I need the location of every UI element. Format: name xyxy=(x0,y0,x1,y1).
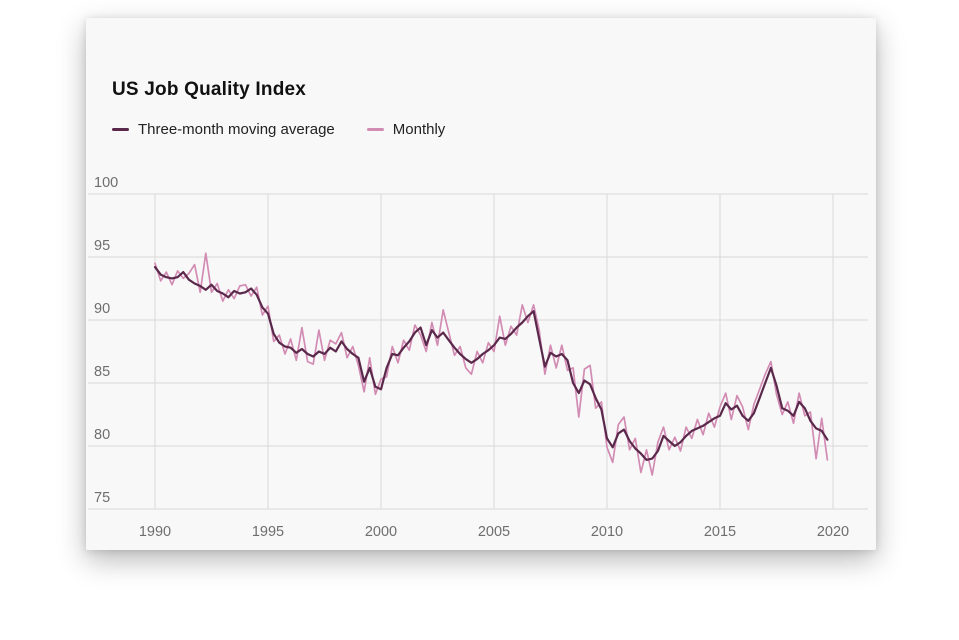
x-tick-label: 2000 xyxy=(365,524,397,540)
y-tick-label: 95 xyxy=(94,238,110,254)
legend-item-monthly: Monthly xyxy=(366,121,446,138)
x-tick-label: 2010 xyxy=(591,524,623,540)
x-tick-label: 2020 xyxy=(817,524,849,540)
y-tick-label: 80 xyxy=(94,427,110,443)
y-tick-label: 90 xyxy=(94,301,110,317)
moving-average-line-swatch-icon xyxy=(112,128,129,131)
job-quality-index-chart-svg: 100 95 90 85 80 75 1990 1995 2000 2005 2010 2015 202… xyxy=(88,175,868,540)
x-tick-label: 2015 xyxy=(704,524,736,540)
y-tick-label: 100 xyxy=(94,175,118,191)
page-title: US Job Quality Index xyxy=(112,79,307,100)
legend-label-monthly: Monthly xyxy=(392,121,446,138)
y-tick-label: 85 xyxy=(94,364,110,380)
x-tick-label: 1990 xyxy=(139,524,171,540)
monthly-line-swatch-icon xyxy=(366,128,384,131)
x-tick-label: 1995 xyxy=(252,524,284,540)
legend-label-moving-average: Three-month moving average xyxy=(138,121,335,138)
series-line-monthly xyxy=(154,252,829,476)
series-line-three-month-moving-average xyxy=(153,265,829,461)
chart-legend: Three-month moving average Monthly xyxy=(112,121,445,138)
legend-item-moving-average: Three-month moving average xyxy=(112,121,335,138)
y-tick-label: 75 xyxy=(94,490,110,506)
chart-card: US Job Quality Index Three-month moving … xyxy=(86,18,876,550)
x-tick-label: 2005 xyxy=(478,524,510,540)
line-chart: 100 95 90 85 80 75 1990 1995 2000 2005 2010 2015 202… xyxy=(86,158,876,550)
